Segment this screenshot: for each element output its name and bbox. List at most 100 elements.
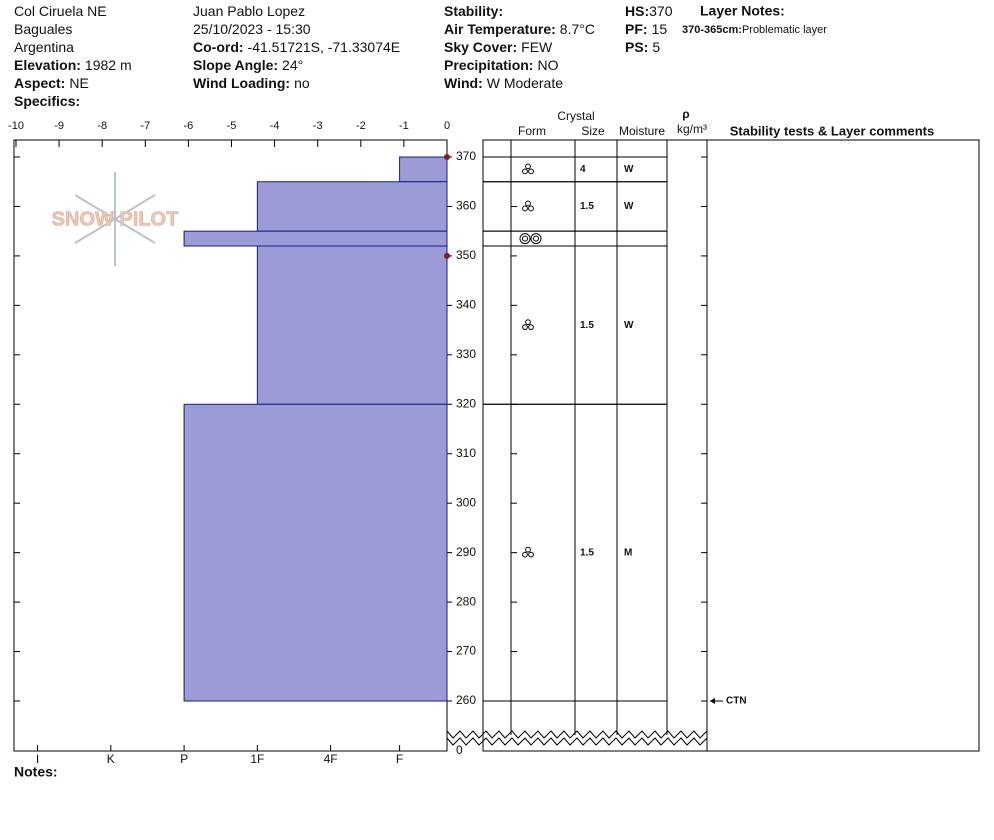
table-header: Form [518,124,546,138]
layer-notes-title: Layer Notes: [700,3,785,19]
y-tick-label: 350 [456,248,476,262]
table-header: Size [581,124,605,138]
header-value: NO [537,57,558,73]
grain-form-icon [522,235,528,242]
header-text: Baguales [14,21,72,37]
header-label: HS: [625,3,649,19]
grain-form-icon [528,551,534,558]
header-field: Aspect: NE [14,75,89,91]
header-field: Precipitation: NO [444,57,559,73]
header-value: 5 [652,39,660,55]
grain-form-icon [522,551,528,558]
table-columns [510,140,708,751]
hardness-tick-label: 1F [250,752,264,766]
grain-form-icon [528,168,534,175]
header-label: Precipitation: [444,57,533,73]
header-field: PF: 15 [625,21,667,37]
moisture: W [624,320,634,331]
hardness-bar [256,245,448,405]
header-label: Aspect: [14,75,65,91]
header-value: 24° [282,57,303,73]
grain-size: 4 [580,164,586,175]
layer-note: 370-365cm:Problematic layer [682,24,827,36]
header-field: Slope Angle: 24° [193,57,303,73]
y-tick-label: 330 [456,347,476,361]
logo-flake [74,172,156,266]
y-tick-label: 300 [456,495,476,509]
header-label: Specifics: [14,93,80,109]
y-break-label: 0 [456,743,463,757]
x-tick-label: -8 [97,120,107,132]
header-field: Col Ciruela NE [14,3,107,19]
y-tick-label: 280 [456,594,476,608]
header-label: Wind: [444,75,483,91]
header-field: Juan Pablo Lopez [193,3,305,19]
y-tick-label: 310 [456,446,476,460]
hardness-tick-label: F [396,752,403,766]
annotation-arrowhead [710,698,715,704]
header-field: Specifics: [14,93,80,109]
grain-form-icon [528,324,534,331]
layer-note-range: 370-365cm: [682,24,742,36]
hardness-bar [399,156,448,183]
hardness-tick-label: 4F [324,752,338,766]
hardness-bar [183,230,448,247]
grain-form-icon [525,163,531,170]
y-tick-label: 290 [456,545,476,559]
table-header: kg/m³ [677,122,707,136]
flake-arm [74,194,156,244]
grain-form-icon [519,233,531,245]
header-label: PF: [625,21,648,37]
header-label: Elevation: [14,57,81,73]
header-field: Baguales [14,21,72,37]
header-value: NE [69,75,88,91]
moisture: W [624,164,634,175]
y-tick-label: 320 [456,396,476,410]
header-text: Argentina [14,39,74,55]
header-field: 25/10/2023 - 15:30 [193,21,311,37]
hardness-bar [256,181,448,232]
header-text: Juan Pablo Lopez [193,3,305,19]
y-tick-label: 270 [456,644,476,658]
header-label: Stability: [444,3,503,19]
annotation-label: CTN [726,696,747,707]
x-tick-label: -2 [356,120,366,132]
x-tick-label: -6 [184,120,194,132]
depth-marker [444,154,450,160]
hardness-tick-label: I [36,752,39,766]
moisture: W [624,201,634,212]
grain-form-icon [522,324,528,331]
header-value: 1982 m [85,57,132,73]
layer-note-text: Problematic layer [742,24,827,36]
grain-form-icon [522,205,528,212]
x-tick-label: -1 [399,120,409,132]
y-tick-label: 260 [456,693,476,707]
x-tick-label: 0 [444,120,450,132]
header-field: Co-ord: -41.51721S, -71.33074E [193,39,400,55]
x-tick-label: -3 [313,120,323,132]
table-frame [482,139,980,752]
header-value: 8.7°C [560,21,595,37]
header-field: Argentina [14,39,74,55]
notes-label: Notes: [14,764,58,780]
x-tick-label: -9 [54,120,64,132]
header-value: 370 [649,3,673,19]
header-label: Wind Loading: [193,75,290,91]
header-label: Co-ord: [193,39,244,55]
header-field: Stability: [444,3,503,19]
grain-form-icon [533,235,539,242]
header-field: Wind: W Moderate [444,75,563,91]
hardness-tick-label: K [107,752,115,766]
header-field: Air Temperature: 8.7°C [444,21,595,37]
header-field: Wind Loading: no [193,75,310,91]
table-header: Moisture [619,124,665,138]
table-header: Stability tests & Layer comments [730,123,934,138]
header-value: W Moderate [487,75,563,91]
grain-form-icon [522,168,528,175]
x-tick-label: -5 [227,120,237,132]
header-value: 15 [652,21,668,37]
header-value: -41.51721S, -71.33074E [248,39,401,55]
header-field: HS:370 [625,3,673,19]
moisture: M [624,547,632,558]
